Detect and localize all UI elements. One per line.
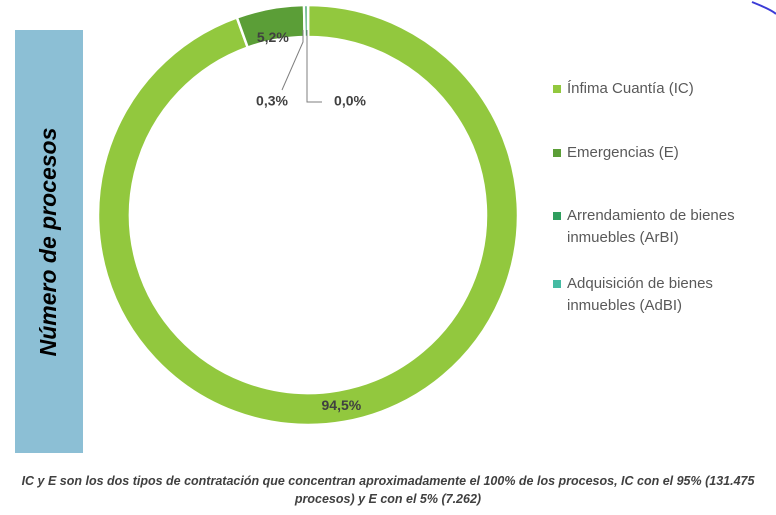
leader-line	[306, 30, 322, 103]
legend-swatch	[553, 85, 561, 93]
axis-label-box	[15, 30, 83, 453]
legend-swatch	[553, 280, 561, 288]
legend-item: Emergencias (E)	[553, 142, 743, 164]
donut-slice	[96, 3, 520, 427]
legend-label: Arrendamiento de bienes inmuebles (ArBI)	[567, 207, 735, 246]
legend-item: Arrendamiento de bienes inmuebles (ArBI)	[553, 205, 743, 249]
legend-label: Ínfima Cuantía (IC)	[567, 80, 694, 97]
data-label: 0,3%	[256, 93, 288, 109]
legend-swatch	[553, 149, 561, 157]
leader-line	[281, 30, 304, 91]
data-label: 0,0%	[334, 93, 366, 109]
donut	[96, 3, 520, 427]
axis-label: Número de procesos	[35, 128, 61, 357]
decor-arc	[751, 1, 776, 15]
caption: IC y E son los dos tipos de contratación…	[21, 474, 755, 506]
data-label: 5,2%	[257, 29, 289, 45]
legend-label: Emergencias (E)	[567, 144, 679, 161]
legend-item: Adquisición de bienes inmuebles (AdBI)	[553, 273, 743, 317]
legend-swatch	[553, 212, 561, 220]
legend-item: Ínfima Cuantía (IC)	[553, 78, 743, 100]
legend-label: Adquisición de bienes inmuebles (AdBI)	[567, 275, 713, 314]
data-label: 94,5%	[322, 397, 362, 413]
